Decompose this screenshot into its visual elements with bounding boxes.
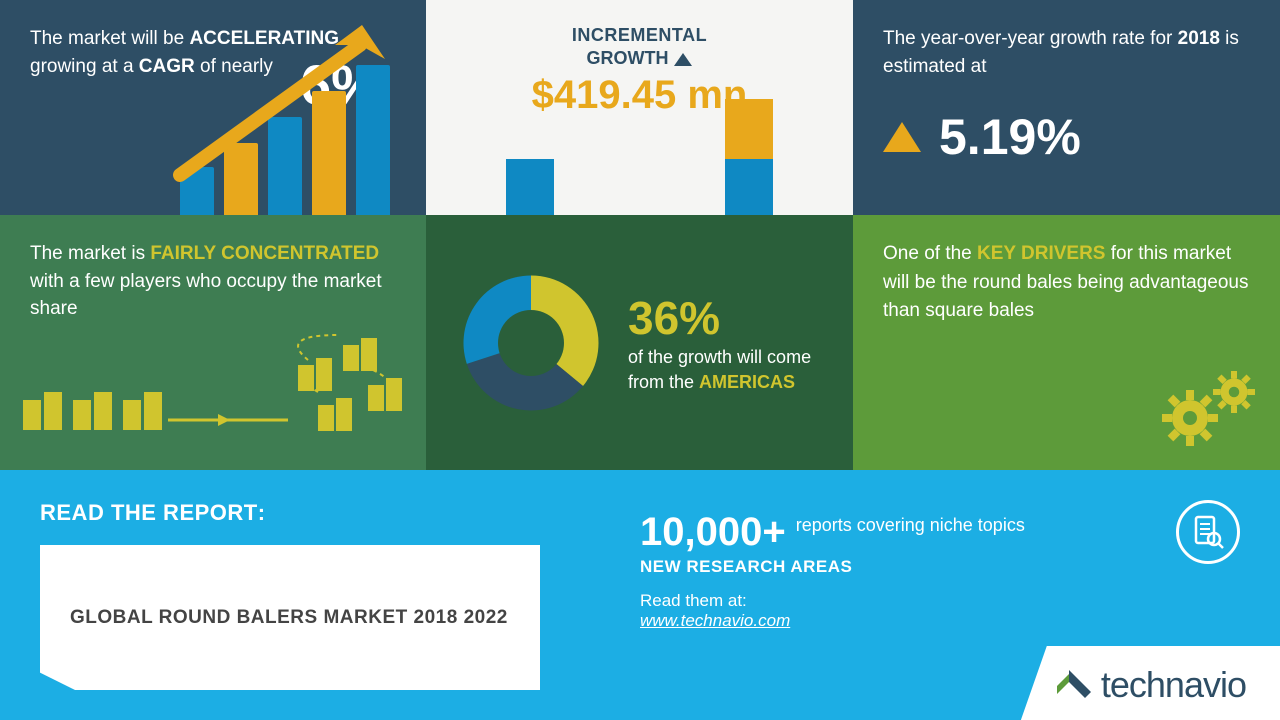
stat-sub: NEW RESEARCH AREAS — [640, 557, 1025, 577]
panel-region-share: 36% of the growth will come from the AME… — [426, 215, 853, 470]
growth-bars: 20172022 — [506, 130, 773, 215]
growth-row: GROWTH — [456, 48, 823, 69]
logo-mark-icon — [1055, 668, 1093, 702]
bottom-banner: READ THE REPORT: GLOBAL ROUND BALERS MAR… — [0, 470, 1280, 720]
conc-text: The market is FAIRLY CONCENTRATED with a… — [30, 240, 396, 323]
stats-block: 10,000+ reports covering niche topics NEW… — [640, 510, 1025, 631]
yoy-year: 2018 — [1178, 28, 1220, 49]
triangle-up-icon — [674, 53, 692, 66]
read-at-label: Read them at: — [640, 591, 1025, 611]
growth-word: GROWTH — [587, 48, 669, 68]
logo-badge: technavio — [1021, 646, 1280, 720]
region-pct: 36% — [628, 291, 823, 345]
t: One of the — [883, 243, 977, 264]
logo-text: technavio — [1101, 664, 1246, 706]
t: with a few players who occupy the market… — [30, 271, 382, 320]
donut-chart — [456, 268, 606, 418]
yoy-text: The year-over-year growth rate for 2018 … — [883, 25, 1250, 80]
panel-cagr: The market will be ACCELERATING growing … — [0, 0, 426, 215]
panel-concentration: The market is FAIRLY CONCENTRATED with a… — [0, 215, 426, 470]
yoy-pct: 5.19% — [939, 109, 1081, 165]
report-icon — [1176, 500, 1240, 564]
t: The year-over-year growth rate for — [883, 28, 1178, 49]
t: growing at a — [30, 56, 139, 77]
region-row: 36% of the growth will come from the AME… — [456, 240, 823, 445]
region-name: AMERICAS — [699, 372, 795, 392]
stat-label: reports covering niche topics — [796, 515, 1025, 535]
url-link[interactable]: www.technavio.com — [640, 611, 1025, 631]
read-report-label: READ THE REPORT — [40, 500, 258, 526]
stat-number: 10,000+ — [640, 510, 786, 554]
buildings-network-icon — [18, 330, 408, 440]
arrow-up-icon — [170, 25, 400, 195]
region-text-block: 36% of the growth will come from the AME… — [628, 291, 823, 394]
report-name-card: GLOBAL ROUND BALERS MARKET 2018 2022 — [40, 545, 540, 690]
infographic-grid: The market will be ACCELERATING growing … — [0, 0, 1280, 720]
panel-incremental-growth: INCREMENTAL GROWTH $419.45 mn 20172022 — [426, 0, 853, 215]
incremental-title: INCREMENTAL — [456, 25, 823, 46]
drivers-highlight: KEY DRIVERS — [977, 243, 1105, 264]
drivers-text: One of the KEY DRIVERS for this market w… — [883, 240, 1250, 326]
panel-yoy: The year-over-year growth rate for 2018 … — [853, 0, 1280, 215]
stat-row: 10,000+ reports covering niche topics — [640, 510, 1025, 555]
report-name: GLOBAL ROUND BALERS MARKET 2018 2022 — [70, 607, 508, 629]
gears-icon — [1156, 366, 1266, 456]
yoy-stat: 5.19% — [883, 108, 1250, 166]
colon: : — [258, 500, 265, 525]
panel-key-drivers: One of the KEY DRIVERS for this market w… — [853, 215, 1280, 470]
triangle-up-icon — [883, 122, 921, 152]
conc-highlight: FAIRLY CONCENTRATED — [150, 243, 379, 264]
t: The market will be — [30, 28, 189, 49]
t: The market is — [30, 243, 150, 264]
region-text: of the growth will come from the AMERICA… — [628, 345, 823, 394]
